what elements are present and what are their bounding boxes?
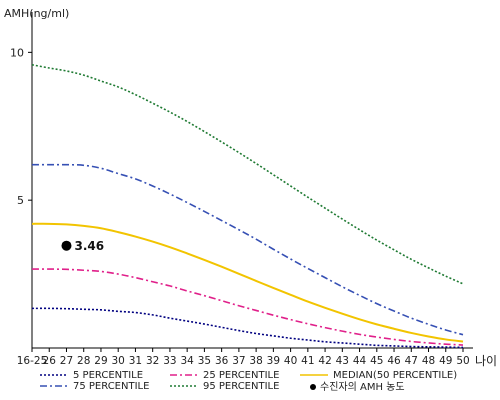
x-tick-label: 46 <box>387 355 401 367</box>
x-tick-label: 44 <box>353 355 367 367</box>
x-tick-label: 32 <box>146 355 159 367</box>
y-tick-label: 10 <box>10 46 24 59</box>
x-tick-label: 26 <box>43 355 57 367</box>
legend-entry-label: 75 PERCENTILE <box>73 381 149 392</box>
legend-entry-label: 25 PERCENTILE <box>203 370 279 381</box>
series-line-75-percentile <box>31 163 464 336</box>
x-tick-label: 41 <box>301 355 314 367</box>
x-tick-label: 39 <box>267 355 280 367</box>
legend-point-swatch <box>310 384 316 390</box>
x-tick-label: 31 <box>129 355 142 367</box>
x-tick-label: 33 <box>163 355 176 367</box>
legend-point-label: 수진자의 AMH 농도 <box>320 381 405 393</box>
x-tick-label: 47 <box>405 355 418 367</box>
chart-series <box>31 63 464 349</box>
x-tick-label: 30 <box>112 355 125 367</box>
series-line-median-50-percentile <box>31 222 464 343</box>
x-tick-label: 34 <box>180 355 194 367</box>
x-tick-label: 16-25 <box>17 355 48 367</box>
y-tick-label: 5 <box>17 194 24 207</box>
x-tick-label: 27 <box>60 355 73 367</box>
x-tick-label: 37 <box>232 355 245 367</box>
legend-entry-label: 95 PERCENTILE <box>203 381 279 392</box>
series-line-95-percentile <box>31 63 464 285</box>
x-tick-label: 36 <box>215 355 229 367</box>
chart-point-marker: 3.46 <box>61 239 104 253</box>
series-line-5-percentile <box>31 307 464 349</box>
x-tick-label: 45 <box>370 355 383 367</box>
x-tick-label: 38 <box>249 355 262 367</box>
legend-entry-label: MEDIAN(50 PERCENTILE) <box>333 370 457 381</box>
x-axis-label: 나이 <box>475 354 497 368</box>
series-line-25-percentile <box>31 268 464 346</box>
x-tick-label: 35 <box>198 355 211 367</box>
y-axis-label: AMH(ng/ml) <box>4 7 69 20</box>
x-tick-label: 43 <box>336 355 349 367</box>
x-tick-label: 50 <box>456 355 469 367</box>
x-tick-label: 28 <box>77 355 90 367</box>
patient-amh-value-label: 3.46 <box>74 239 104 253</box>
patient-amh-point <box>61 240 72 251</box>
x-tick-label: 42 <box>318 355 331 367</box>
legend-entry-label: 5 PERCENTILE <box>73 370 143 381</box>
x-tick-label: 40 <box>284 355 297 367</box>
x-tick-label: 49 <box>439 355 452 367</box>
x-tick-label: 29 <box>94 355 107 367</box>
x-tick-label: 48 <box>422 355 435 367</box>
